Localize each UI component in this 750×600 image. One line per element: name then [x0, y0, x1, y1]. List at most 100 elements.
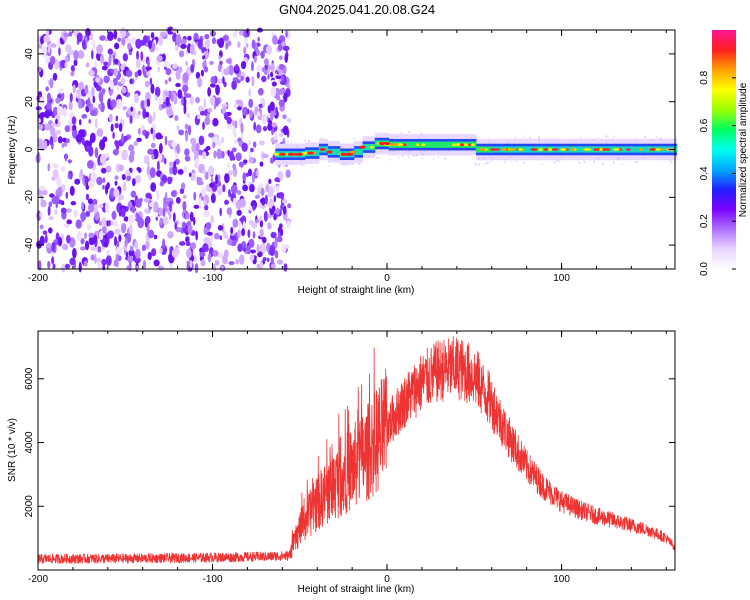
- noise-speckle: [209, 60, 214, 65]
- trace-hotspot: [393, 143, 399, 147]
- noise-speckle: [112, 220, 117, 226]
- noise-speckle: [159, 247, 163, 254]
- trace-speckle: [523, 156, 525, 158]
- noise-speckle: [50, 43, 57, 48]
- noise-speckle: [141, 244, 147, 252]
- noise-speckle: [209, 182, 215, 188]
- noise-speckle: [261, 75, 267, 83]
- trace-speckle: [507, 158, 510, 160]
- noise-speckle: [158, 142, 163, 154]
- noise-speckle: [63, 32, 70, 38]
- trace-speckle: [482, 157, 485, 160]
- trace-speckle: [650, 139, 653, 142]
- noise-speckle: [168, 77, 172, 82]
- noise-speckle: [81, 201, 85, 211]
- noise-speckle: [243, 247, 247, 252]
- noise-speckle: [253, 55, 257, 63]
- trace-hotspot: [626, 148, 631, 151]
- noise-speckle: [153, 234, 158, 240]
- noise-speckle: [187, 35, 192, 41]
- noise-speckle: [256, 243, 260, 254]
- noise-speckle: [49, 193, 55, 198]
- trace-speckle: [642, 157, 645, 160]
- trace-band-core: [524, 146, 528, 153]
- noise-speckle: [251, 61, 254, 72]
- trace-speckle: [402, 152, 405, 155]
- noise-speckle: [133, 140, 138, 147]
- noise-speckle: [55, 118, 58, 125]
- noise-speckle: [107, 98, 112, 110]
- noise-speckle: [167, 207, 170, 216]
- trace-speckle: [343, 159, 346, 162]
- noise-speckle: [172, 212, 176, 223]
- trace-band-core: [448, 141, 451, 148]
- trace-speckle: [380, 152, 383, 154]
- noise-speckle: [269, 157, 274, 164]
- trace-peak: [383, 142, 391, 146]
- noise-speckle: [62, 243, 69, 251]
- trace-band-core: [442, 141, 446, 148]
- noise-speckle: [246, 139, 252, 147]
- noise-speckle: [87, 97, 91, 109]
- trace-hotspot: [584, 148, 592, 151]
- trace-peak: [287, 152, 295, 156]
- noise-speckle: [152, 129, 156, 141]
- noise-speckle: [172, 32, 177, 43]
- snr-y-label: SNR (10 * v/v): [7, 418, 18, 482]
- spectrogram-x-label: Height of straight line (km): [298, 285, 415, 296]
- noise-speckle: [53, 195, 60, 204]
- noise-speckle: [226, 65, 230, 76]
- noise-speckle: [236, 190, 242, 196]
- noise-speckle: [54, 59, 60, 70]
- noise-speckle: [94, 253, 97, 264]
- trace-speckle: [334, 158, 336, 161]
- noise-speckle: [62, 107, 67, 118]
- noise-speckle: [172, 165, 178, 176]
- noise-speckle: [129, 78, 133, 85]
- trace-band-core: [662, 146, 665, 153]
- noise-speckle: [169, 166, 174, 175]
- noise-speckle: [112, 148, 119, 156]
- trace-speckle: [655, 136, 658, 138]
- noise-speckle: [120, 208, 126, 218]
- trace-speckle: [642, 157, 645, 159]
- noise-speckle: [49, 126, 56, 137]
- noise-speckle: [209, 83, 216, 88]
- trace-speckle: [422, 153, 424, 156]
- colorbar-tick-label: 0.0: [699, 262, 710, 276]
- noise-speckle: [215, 139, 222, 147]
- noise-speckle: [49, 55, 56, 65]
- noise-speckle: [280, 204, 283, 211]
- trace-speckle: [621, 163, 624, 165]
- trace-speckle: [484, 163, 486, 166]
- noise-speckle: [203, 200, 207, 206]
- noise-speckle: [204, 39, 211, 50]
- noise-speckle: [189, 96, 194, 105]
- trace-speckle: [416, 154, 418, 157]
- noise-speckle: [178, 241, 186, 246]
- noise-speckle: [159, 217, 163, 226]
- noise-speckle: [271, 122, 277, 128]
- trace-speckle: [296, 145, 299, 148]
- noise-speckle: [180, 43, 187, 49]
- noise-speckle: [202, 151, 207, 160]
- noise-speckle: [228, 189, 231, 198]
- trace-hotspot: [421, 143, 426, 147]
- noise-speckle: [73, 209, 78, 217]
- noise-speckle: [263, 58, 269, 66]
- noise-speckle: [46, 101, 52, 110]
- noise-speckle: [154, 86, 161, 98]
- trace-speckle: [376, 157, 379, 159]
- noise-speckle: [106, 249, 111, 256]
- noise-speckle: [247, 229, 251, 238]
- noise-speckle: [110, 99, 117, 108]
- noise-speckle: [153, 201, 159, 212]
- noise-speckle: [57, 186, 63, 198]
- noise-speckle: [51, 241, 55, 253]
- noise-speckle: [205, 222, 212, 230]
- noise-speckle: [182, 194, 187, 199]
- noise-speckle: [273, 212, 277, 221]
- noise-speckle: [282, 205, 287, 215]
- noise-speckle: [271, 205, 276, 213]
- noise-speckle: [200, 69, 205, 77]
